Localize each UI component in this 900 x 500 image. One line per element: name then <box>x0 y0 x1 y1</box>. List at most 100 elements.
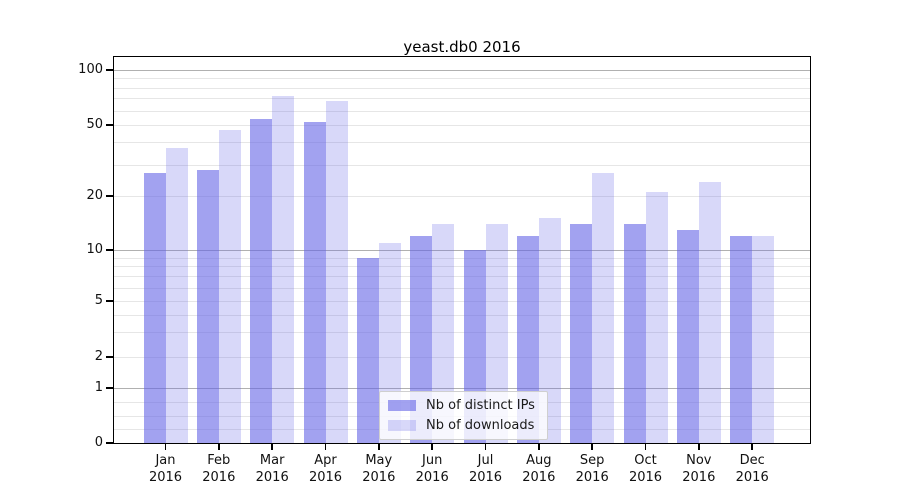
x-tick-nov <box>698 444 700 450</box>
gridline-minor-3 <box>114 332 810 334</box>
x-tick-label-year: 2016 <box>255 470 289 485</box>
x-tick-label-month: Apr <box>314 453 337 468</box>
x-tick-label-month: Oct <box>634 453 657 468</box>
x-tick-label-year: 2016 <box>148 470 183 485</box>
y-tick-label-10: 10 <box>86 242 103 257</box>
x-tick-label-feb: Feb 2016 <box>187 452 251 486</box>
x-tick-label-year: 2016 <box>735 470 769 485</box>
x-tick-label-year: 2016 <box>362 470 396 485</box>
y-tick-1 <box>106 387 113 389</box>
legend-label-downloads: Nb of downloads <box>426 418 535 433</box>
bar-oct-downloads <box>645 192 668 443</box>
gridline-minor-7 <box>114 276 810 278</box>
x-tick-label-oct: Oct 2016 <box>614 452 678 486</box>
legend-swatch-distinct-ips <box>388 400 416 411</box>
y-tick-20 <box>106 195 113 197</box>
y-tick-50 <box>106 124 113 126</box>
legend-swatch-downloads <box>388 420 416 431</box>
x-tick-label-jul: Jul 2016 <box>454 452 518 486</box>
x-tick-label-nov: Nov 2016 <box>667 452 731 486</box>
y-tick-5 <box>106 300 113 302</box>
x-tick-label-month: Aug <box>526 453 552 468</box>
bar-jan-distinct-ips <box>143 172 166 443</box>
gridline-minor-6 <box>114 287 810 289</box>
x-tick-label-year: 2016 <box>468 470 503 485</box>
x-tick-feb <box>218 444 220 450</box>
legend-item-distinct-ips: Nb of distinct IPs <box>388 397 535 414</box>
gridline-minor-60 <box>114 110 810 112</box>
bar-mar-downloads <box>272 96 295 443</box>
gridline-major-100 <box>114 70 810 71</box>
bar-oct-distinct-ips <box>623 223 646 443</box>
gridline-major-1 <box>114 388 810 389</box>
bar-apr-distinct-ips <box>303 121 326 443</box>
bar-mar-distinct-ips <box>250 118 273 443</box>
x-tick-jan <box>164 444 167 450</box>
y-tick-label-100: 100 <box>78 62 103 77</box>
x-tick-label-year: 2016 <box>202 470 236 485</box>
x-tick-label-month: Jun <box>422 453 443 468</box>
bar-sep-distinct-ips <box>570 223 593 443</box>
x-tick-label-month: Nov <box>686 453 712 468</box>
x-tick-label-month: May <box>365 453 393 468</box>
bar-may-distinct-ips <box>356 257 379 443</box>
x-tick-label-jan: Jan 2016 <box>134 452 198 486</box>
x-tick-label-sep: Sep 2016 <box>560 452 624 486</box>
x-tick-label-month: Jan <box>155 453 176 468</box>
y-tick-label-2: 2 <box>94 349 103 364</box>
gridline-minor-30 <box>114 164 810 166</box>
x-tick-label-month: Feb <box>207 453 231 468</box>
x-tick-jun <box>431 444 433 450</box>
x-tick-mar <box>271 444 273 450</box>
x-tick-label-apr: Apr 2016 <box>294 452 358 486</box>
chart-title: yeast.db0 2016 <box>403 38 521 56</box>
bar-dec-distinct-ips <box>730 235 753 443</box>
y-tick-2 <box>106 356 113 358</box>
x-tick-label-mar: Mar 2016 <box>240 452 304 486</box>
y-tick-label-20: 20 <box>86 188 103 203</box>
x-tick-aug <box>538 444 540 450</box>
x-tick-jul <box>484 444 487 450</box>
gridline-minor-9 <box>114 257 810 259</box>
y-tick-label-50: 50 <box>86 117 103 132</box>
bar-nov-distinct-ips <box>676 229 699 443</box>
gridline-major-10 <box>114 250 810 251</box>
x-tick-label-month: Jul <box>477 453 494 468</box>
gridline-minor-50 <box>114 125 810 126</box>
gridline-minor-40 <box>114 142 810 144</box>
x-tick-label-year: 2016 <box>308 470 343 485</box>
y-tick-100 <box>106 69 113 71</box>
bar-apr-downloads <box>325 100 348 443</box>
y-tick-10 <box>106 249 113 251</box>
x-tick-label-month: Mar <box>259 453 285 468</box>
bar-jun-downloads <box>432 223 455 443</box>
x-tick-label-jun: Jun 2016 <box>400 452 464 486</box>
gridline-minor-20 <box>114 196 810 197</box>
x-tick-label-year: 2016 <box>628 470 663 485</box>
x-tick-label-year: 2016 <box>682 470 716 485</box>
y-tick-label-5: 5 <box>94 293 103 308</box>
legend-item-downloads: Nb of downloads <box>388 417 535 434</box>
bar-feb-downloads <box>218 129 241 443</box>
legend: Nb of distinct IPs Nb of downloads <box>379 391 548 440</box>
x-tick-label-month: Sep <box>579 453 605 468</box>
plot-area <box>114 57 810 443</box>
gridline-minor-90 <box>114 78 810 80</box>
gridline-minor-70 <box>114 98 810 100</box>
y-tick-label-1: 1 <box>94 380 103 395</box>
x-tick-dec <box>751 444 753 450</box>
bar-nov-downloads <box>698 181 721 443</box>
bar-jan-downloads <box>165 148 188 443</box>
y-tick-label-0: 0 <box>94 435 103 450</box>
bar-aug-downloads <box>538 218 561 443</box>
gridline-minor-4 <box>114 314 810 316</box>
x-tick-label-year: 2016 <box>415 470 449 485</box>
legend-label-distinct-ips: Nb of distinct IPs <box>426 398 535 413</box>
bar-dec-downloads <box>752 235 775 443</box>
x-tick-apr <box>324 444 327 450</box>
bar-feb-distinct-ips <box>196 169 219 443</box>
gridline-minor-2 <box>114 357 810 358</box>
x-tick-label-month: Dec <box>739 453 765 468</box>
y-tick-0 <box>106 442 113 444</box>
